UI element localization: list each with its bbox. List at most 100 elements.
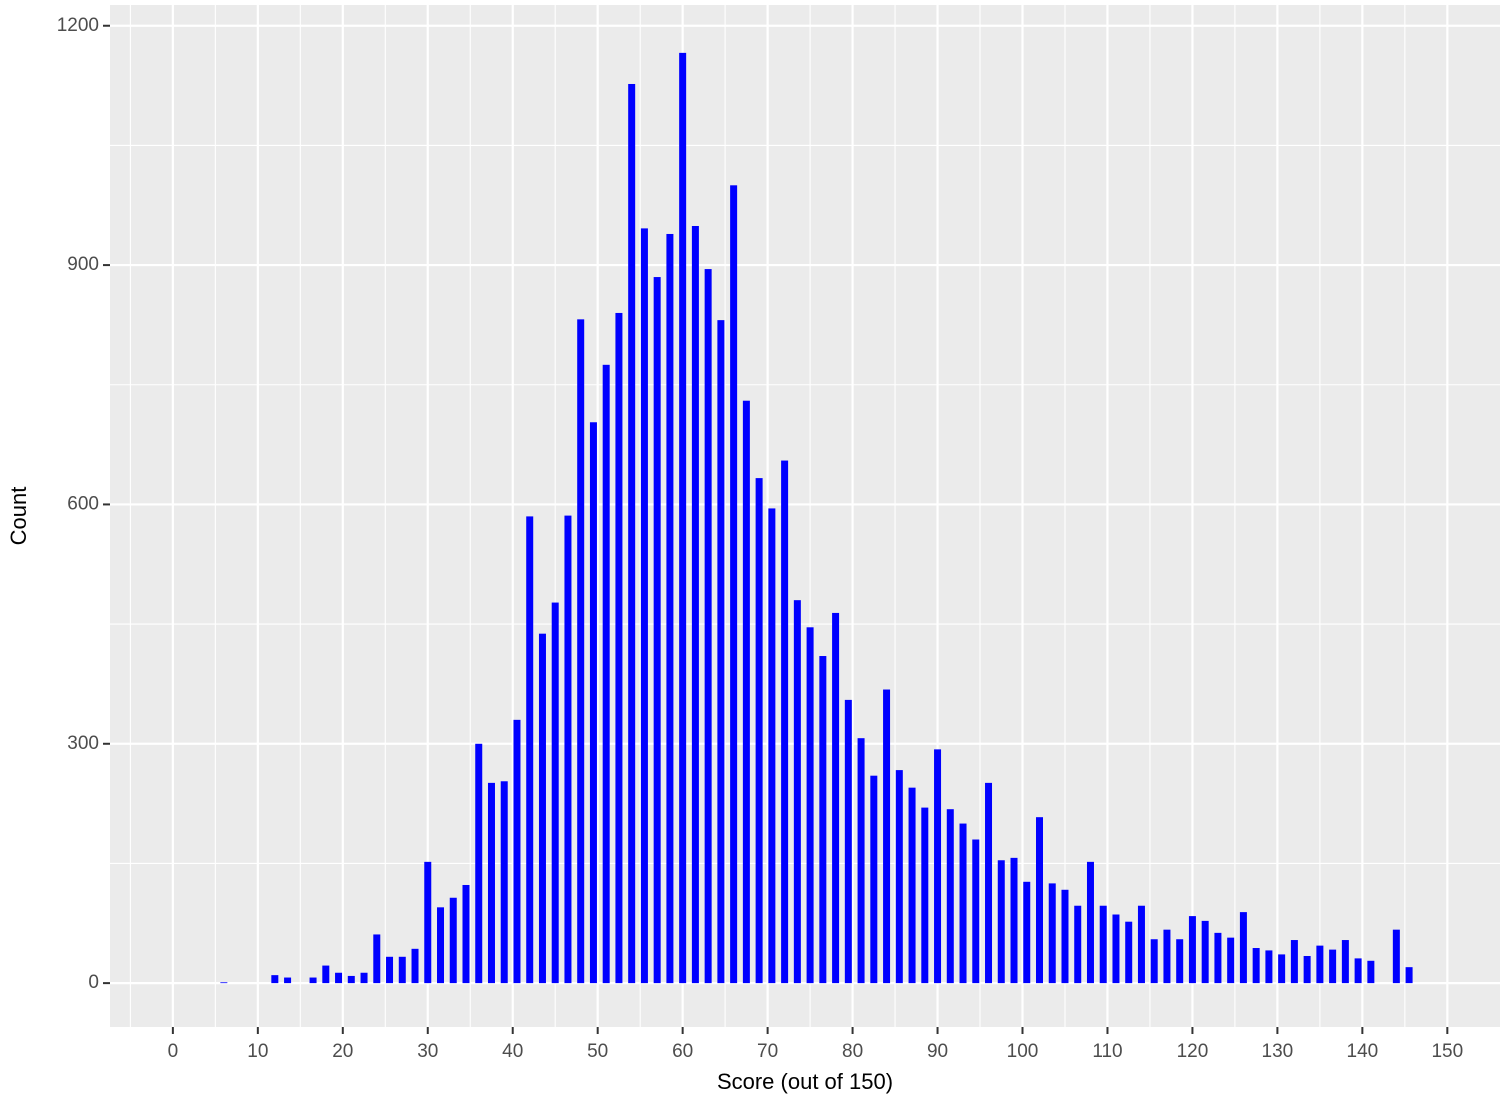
bar xyxy=(284,977,292,984)
x-tick-label: 80 xyxy=(842,1041,863,1062)
x-tick-label: 110 xyxy=(1092,1041,1122,1062)
bar xyxy=(1061,889,1069,984)
bar xyxy=(806,627,814,984)
bar xyxy=(1048,883,1056,984)
bar xyxy=(1303,955,1311,984)
bar xyxy=(335,972,343,984)
bar xyxy=(551,602,559,984)
bar xyxy=(640,228,648,984)
bar xyxy=(1176,939,1184,984)
bar xyxy=(322,965,330,984)
bar xyxy=(934,749,942,984)
bar xyxy=(1035,817,1043,984)
bar xyxy=(704,269,712,984)
bar xyxy=(972,839,980,984)
x-tick-label: 90 xyxy=(927,1041,948,1062)
y-axis-title: Count xyxy=(6,487,31,546)
bar xyxy=(819,656,827,984)
bar xyxy=(1354,958,1362,984)
bar xyxy=(679,52,687,984)
bar xyxy=(1290,940,1298,984)
bar xyxy=(1023,881,1031,984)
bar xyxy=(1074,905,1082,984)
x-axis-title: Score (out of 150) xyxy=(717,1069,893,1094)
x-tick-label: 150 xyxy=(1431,1041,1463,1062)
bar xyxy=(628,83,636,984)
bar xyxy=(1086,861,1094,984)
bar xyxy=(424,861,432,984)
bar xyxy=(1214,932,1222,984)
bar xyxy=(1010,857,1018,984)
bar xyxy=(666,233,674,984)
bar xyxy=(513,719,521,984)
x-tick-label: 70 xyxy=(757,1041,778,1062)
bar xyxy=(653,277,661,984)
bar xyxy=(449,897,457,984)
bar xyxy=(730,185,738,984)
x-tick-label: 20 xyxy=(332,1041,353,1062)
x-tick-label: 50 xyxy=(587,1041,608,1062)
bar xyxy=(793,600,801,984)
panel xyxy=(110,5,1500,1027)
bar xyxy=(1227,937,1235,984)
x-tick-label: 130 xyxy=(1262,1041,1294,1062)
bar xyxy=(577,319,585,984)
x-tick-label: 10 xyxy=(247,1041,268,1062)
bar xyxy=(500,781,508,984)
x-tick-label: 30 xyxy=(417,1041,438,1062)
y-tick-label: 900 xyxy=(67,254,99,275)
bar xyxy=(487,782,495,984)
y-tick-label: 0 xyxy=(88,972,99,993)
bar xyxy=(1188,916,1196,984)
bar xyxy=(347,975,355,984)
bar xyxy=(411,948,419,984)
x-tick-label: 100 xyxy=(1007,1041,1039,1062)
bar xyxy=(895,770,903,984)
x-tick-label: 140 xyxy=(1347,1041,1379,1062)
bar xyxy=(1137,905,1145,984)
bar xyxy=(462,884,470,984)
x-tick-label: 0 xyxy=(168,1041,179,1062)
bar xyxy=(742,400,750,984)
bar xyxy=(373,934,381,984)
y-tick-label: 1200 xyxy=(57,15,99,36)
bar xyxy=(538,633,546,984)
bar xyxy=(1316,945,1324,984)
bar xyxy=(870,775,878,984)
x-tick-label: 60 xyxy=(672,1041,693,1062)
bar xyxy=(921,807,929,984)
bar xyxy=(857,738,865,984)
bar xyxy=(386,956,394,984)
bar xyxy=(985,782,993,984)
bar xyxy=(1367,960,1375,984)
bar xyxy=(1392,929,1400,984)
x-tick-label: 120 xyxy=(1177,1041,1209,1062)
y-tick-label: 300 xyxy=(67,733,99,754)
bar xyxy=(1239,912,1247,984)
bar xyxy=(398,956,406,984)
bar xyxy=(768,508,776,984)
bar xyxy=(1201,920,1209,984)
bar xyxy=(844,699,852,984)
bar xyxy=(691,225,699,984)
bar xyxy=(1329,949,1337,984)
bar xyxy=(437,907,445,984)
bar xyxy=(1252,948,1260,984)
bar xyxy=(883,689,891,984)
bar xyxy=(271,975,279,984)
bar xyxy=(360,972,368,984)
bar xyxy=(615,312,623,984)
bar xyxy=(755,478,763,984)
x-tick-label: 40 xyxy=(502,1041,523,1062)
bar xyxy=(997,860,1005,984)
bar xyxy=(220,982,228,984)
bar xyxy=(1163,929,1171,984)
bar xyxy=(832,612,840,984)
bar xyxy=(526,516,534,984)
bar xyxy=(1265,950,1273,984)
bar xyxy=(1405,967,1413,984)
bar xyxy=(1112,914,1120,984)
bar xyxy=(1278,954,1286,984)
bar xyxy=(908,787,916,984)
